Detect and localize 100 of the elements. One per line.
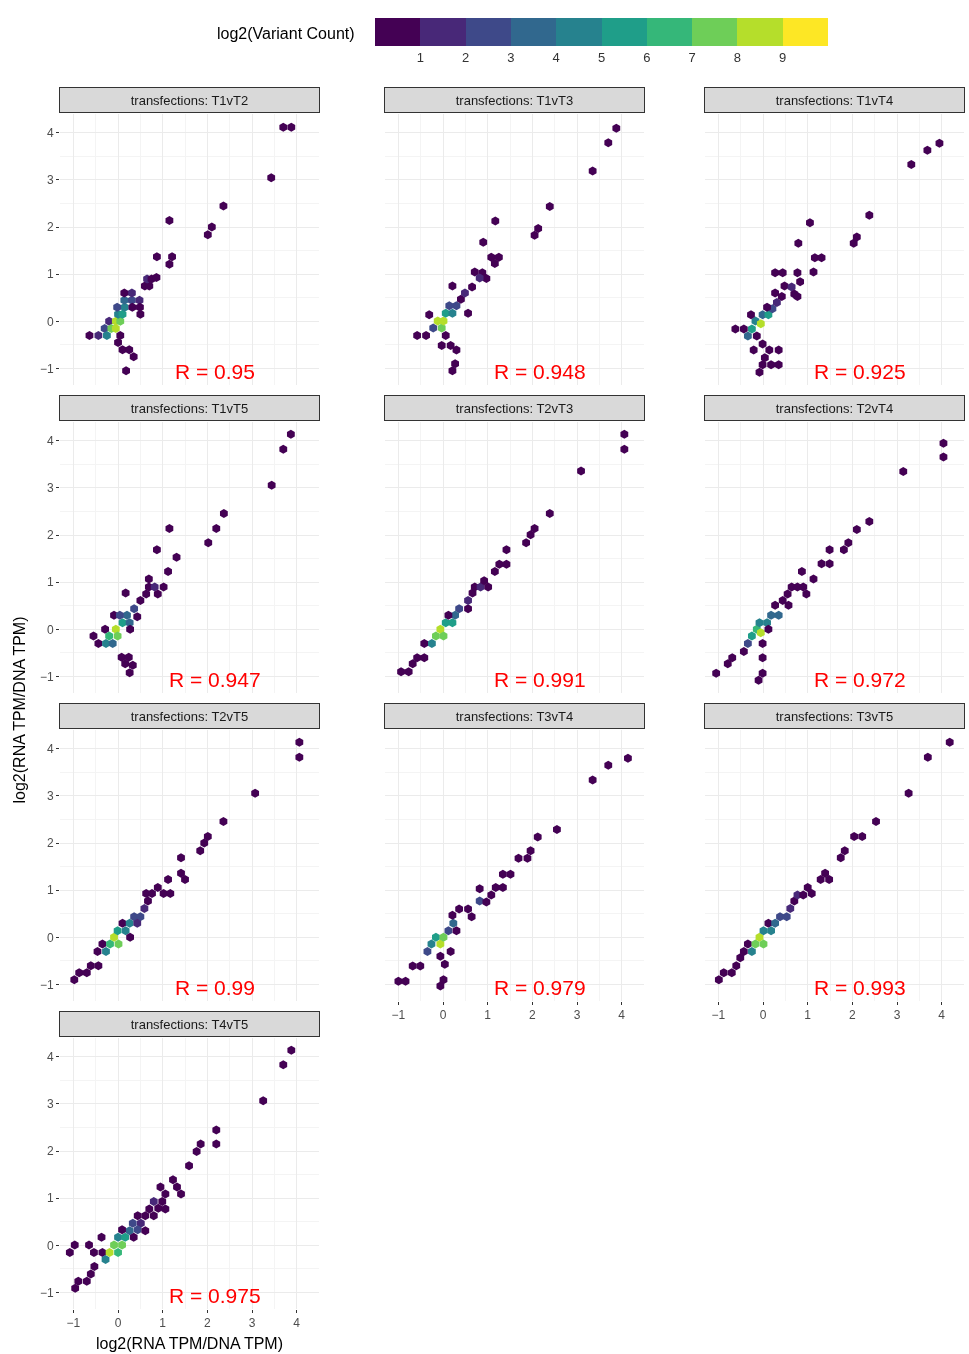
point xyxy=(759,939,768,949)
point xyxy=(75,968,84,978)
point xyxy=(479,237,488,247)
point xyxy=(452,345,461,355)
point xyxy=(425,310,434,320)
point xyxy=(427,639,436,649)
point xyxy=(196,846,205,856)
point xyxy=(809,574,818,584)
point xyxy=(118,918,127,928)
point xyxy=(747,947,756,957)
point xyxy=(156,1182,165,1192)
point xyxy=(279,122,288,132)
point xyxy=(110,1240,118,1250)
point xyxy=(148,889,156,899)
point xyxy=(767,926,775,936)
x-tick-label: 1 xyxy=(159,1316,167,1331)
point xyxy=(771,288,780,298)
point xyxy=(612,123,621,133)
point xyxy=(852,232,861,242)
point xyxy=(452,301,461,311)
point xyxy=(126,624,135,634)
point xyxy=(506,869,515,879)
point xyxy=(825,559,834,569)
point xyxy=(185,1161,193,1171)
y-tick-label: 1 xyxy=(46,883,54,898)
point xyxy=(153,252,161,262)
point xyxy=(727,968,736,978)
point xyxy=(604,760,613,770)
point xyxy=(736,953,745,963)
point xyxy=(287,122,296,132)
point xyxy=(858,832,867,842)
point xyxy=(212,524,221,534)
point xyxy=(259,1096,268,1106)
chart-title: transfections: T3vT4 xyxy=(455,708,574,724)
point xyxy=(422,331,430,341)
point xyxy=(756,628,765,638)
y-tick-label: −1 xyxy=(39,1285,54,1300)
annotation: R = 0.975 xyxy=(169,1284,261,1307)
point xyxy=(731,324,740,334)
point xyxy=(161,1189,170,1199)
point xyxy=(467,912,476,922)
point xyxy=(113,926,122,936)
x-tick-label: 3 xyxy=(248,1316,256,1331)
point xyxy=(128,660,137,670)
point xyxy=(441,331,450,341)
point xyxy=(758,653,767,663)
point xyxy=(436,951,445,961)
point xyxy=(620,429,629,439)
point xyxy=(923,145,932,155)
y-tick-label: 0 xyxy=(46,1238,54,1253)
color-bar-label: 9 xyxy=(779,50,787,66)
point xyxy=(767,610,775,620)
point xyxy=(907,159,916,169)
point xyxy=(751,939,760,949)
point xyxy=(752,331,761,341)
point xyxy=(816,874,825,884)
point xyxy=(523,853,532,863)
point xyxy=(439,316,448,326)
point xyxy=(771,918,780,928)
point xyxy=(865,516,874,526)
point xyxy=(436,939,445,949)
x-tick-label: 4 xyxy=(293,1316,301,1331)
point xyxy=(204,538,213,548)
point xyxy=(159,582,168,592)
point xyxy=(798,566,806,576)
point xyxy=(124,652,133,662)
point xyxy=(129,352,138,362)
chart-title: transfections: T2vT3 xyxy=(455,400,574,416)
point xyxy=(295,737,304,747)
point xyxy=(494,252,503,262)
point xyxy=(530,230,539,240)
color-bar-title: log2(Variant Count) xyxy=(217,25,355,42)
point xyxy=(758,339,767,349)
point xyxy=(464,904,472,914)
point xyxy=(945,737,954,747)
point xyxy=(461,288,469,298)
y-tick-label: 3 xyxy=(46,481,54,496)
color-bar-label: 6 xyxy=(643,50,651,66)
point xyxy=(169,1175,177,1185)
y-tick-label: 1 xyxy=(46,575,54,590)
y-tick-label: 0 xyxy=(46,314,54,329)
point xyxy=(796,277,805,287)
point xyxy=(758,360,767,370)
point xyxy=(207,222,216,232)
point xyxy=(90,1247,98,1257)
point xyxy=(844,538,853,548)
point xyxy=(429,323,438,333)
point xyxy=(836,853,845,863)
point xyxy=(149,1211,158,1221)
point xyxy=(821,868,830,878)
point xyxy=(408,659,417,669)
y-tick-label: 3 xyxy=(46,173,54,188)
x-tick-label: −1 xyxy=(66,1316,81,1331)
point xyxy=(136,1218,145,1228)
point xyxy=(464,604,472,614)
color-bar-label: 2 xyxy=(461,50,470,66)
chart-title: transfections: T1vT4 xyxy=(775,92,894,108)
point xyxy=(136,596,145,606)
point xyxy=(470,267,479,277)
point xyxy=(144,574,153,584)
